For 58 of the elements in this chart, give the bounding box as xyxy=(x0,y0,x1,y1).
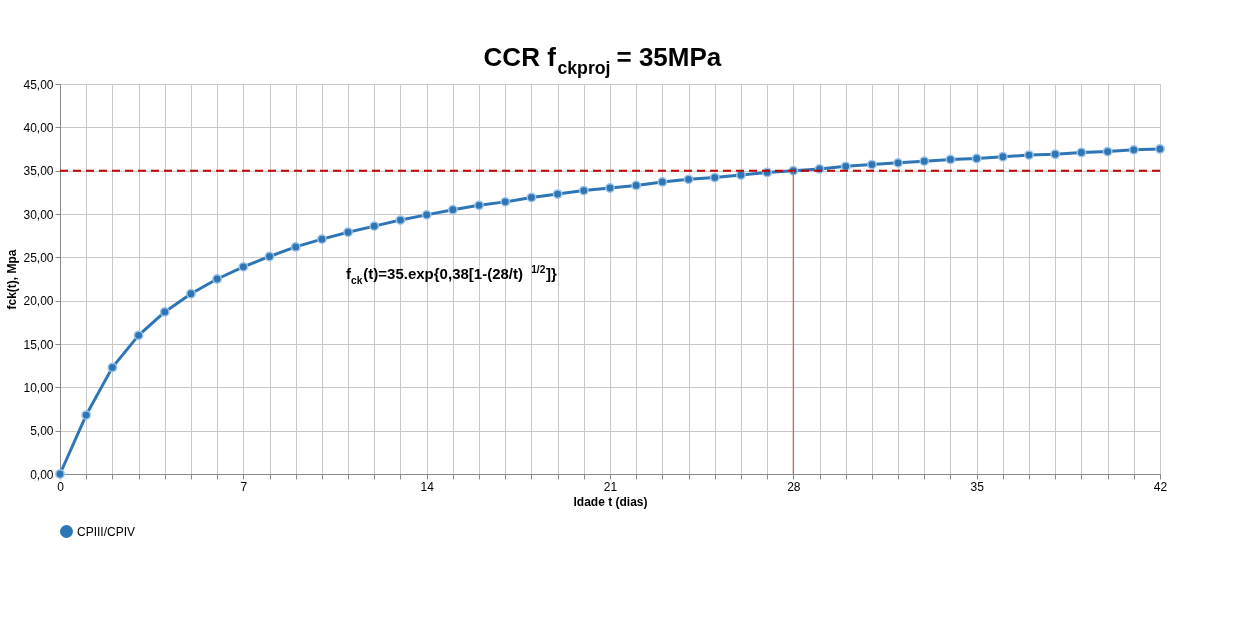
point xyxy=(1102,146,1113,157)
point xyxy=(316,234,327,245)
point xyxy=(133,330,144,341)
point xyxy=(997,151,1008,162)
point xyxy=(238,261,249,272)
y-tick-label: 40,00 xyxy=(23,120,54,135)
point xyxy=(866,159,877,170)
point xyxy=(81,410,92,420)
x-tick-label: 7 xyxy=(240,479,248,494)
point xyxy=(971,153,982,164)
y-tick-label: 45,00 xyxy=(23,77,54,92)
point xyxy=(264,251,275,262)
legend-label: CPIII/CPIV xyxy=(77,524,136,539)
point xyxy=(631,180,642,191)
y-tick-label: 30,00 xyxy=(23,207,54,222)
point xyxy=(893,157,904,168)
point xyxy=(840,161,851,172)
point xyxy=(526,192,537,203)
y-axis-title: fck(t), Mpa xyxy=(5,249,20,310)
x-tick-label: 35 xyxy=(970,479,985,494)
point xyxy=(683,174,694,185)
point xyxy=(1024,150,1034,160)
point xyxy=(500,196,511,207)
x-axis-title: Idade t (dias) xyxy=(573,494,648,509)
point xyxy=(107,362,118,373)
point xyxy=(709,172,720,183)
y-tick-label: 10,00 xyxy=(23,380,54,395)
point xyxy=(1050,149,1061,160)
point xyxy=(186,288,196,299)
point xyxy=(343,227,354,238)
point xyxy=(474,200,484,211)
x-tick-label: 21 xyxy=(603,479,618,494)
x-tick-label: 14 xyxy=(420,479,435,494)
point xyxy=(159,307,170,317)
point xyxy=(945,154,956,165)
y-tick-label: 20,00 xyxy=(23,294,54,309)
x-tick-label: 28 xyxy=(787,479,801,494)
x-tick-label: 0 xyxy=(57,479,65,494)
point xyxy=(212,274,223,284)
y-tick-label: 25,00 xyxy=(23,250,54,265)
y-tick-label: 0,00 xyxy=(30,467,54,482)
point xyxy=(552,189,563,199)
point xyxy=(605,183,615,193)
point xyxy=(1128,144,1139,155)
point xyxy=(1155,144,1165,154)
y-tick-label: 35,00 xyxy=(23,164,54,179)
y-tick-label: 15,00 xyxy=(23,337,54,352)
point xyxy=(1076,147,1087,158)
point xyxy=(395,215,406,225)
point xyxy=(919,156,930,167)
x-tick-label: 42 xyxy=(1153,479,1168,494)
point xyxy=(578,185,589,196)
point xyxy=(290,242,301,252)
point xyxy=(447,204,458,215)
point xyxy=(657,177,668,187)
point xyxy=(421,209,432,220)
point xyxy=(369,221,380,232)
y-tick-label: 5,00 xyxy=(30,424,54,439)
